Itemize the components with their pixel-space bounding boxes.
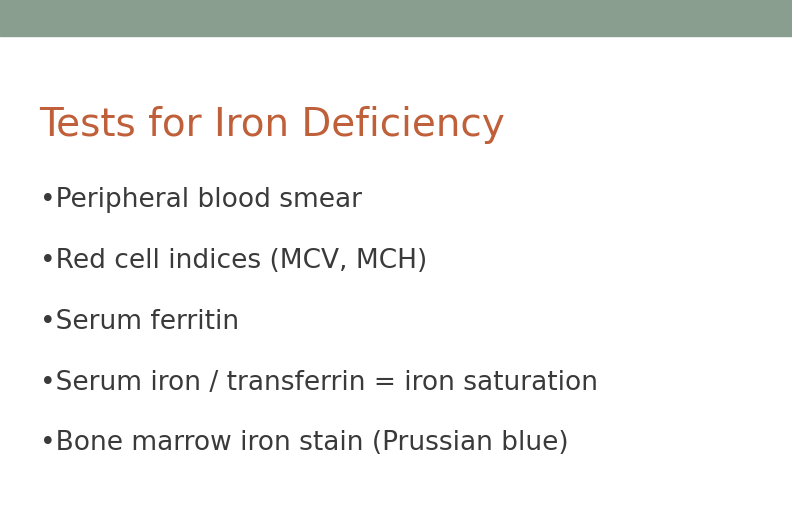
Bar xyxy=(0,0,792,36)
Text: •Bone marrow iron stain (Prussian blue): •Bone marrow iron stain (Prussian blue) xyxy=(40,430,568,456)
Text: Tests for Iron Deficiency: Tests for Iron Deficiency xyxy=(40,106,505,144)
Text: •Serum ferritin: •Serum ferritin xyxy=(40,309,238,335)
Text: •Serum iron / transferrin = iron saturation: •Serum iron / transferrin = iron saturat… xyxy=(40,370,598,395)
Text: •Peripheral blood smear: •Peripheral blood smear xyxy=(40,187,362,213)
Text: •Red cell indices (MCV, MCH): •Red cell indices (MCV, MCH) xyxy=(40,248,427,274)
